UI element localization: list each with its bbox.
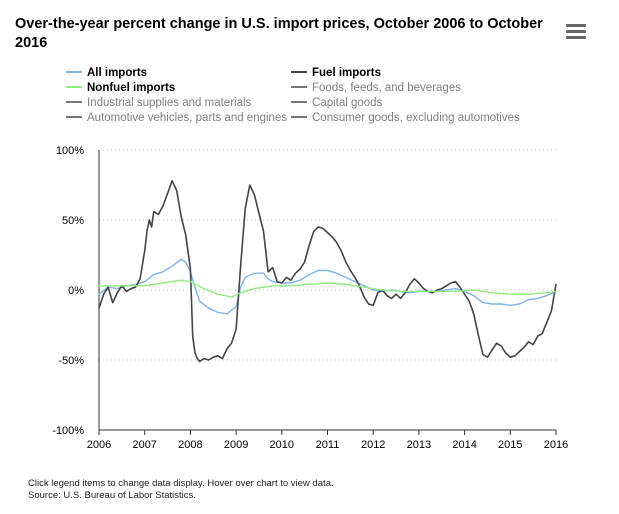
legend-label: Foods, feeds, and beverages bbox=[312, 82, 461, 94]
legend-label: Industrial supplies and materials bbox=[87, 97, 252, 109]
x-tick-label: 2009 bbox=[224, 439, 248, 451]
legend-swatch bbox=[291, 85, 307, 88]
x-tick-label: 2008 bbox=[178, 439, 202, 451]
chart-title: Over-the-year percent change in U.S. imp… bbox=[15, 16, 543, 51]
legend-swatch bbox=[66, 100, 82, 103]
legend-swatch bbox=[291, 115, 307, 118]
legend-swatch bbox=[66, 85, 82, 88]
legend-swatch bbox=[291, 70, 307, 73]
x-tick-label: 2012 bbox=[361, 439, 385, 451]
legend-item-4[interactable]: Industrial supplies and materials bbox=[66, 96, 251, 111]
legend-item-5[interactable]: Capital goods bbox=[291, 96, 382, 111]
x-tick-label: 2014 bbox=[452, 439, 476, 451]
y-tick-label: -50% bbox=[58, 355, 84, 367]
y-tick-label: 0% bbox=[68, 285, 84, 297]
legend-label: Nonfuel imports bbox=[87, 82, 176, 94]
legend-label: Consumer goods, excluding automotives bbox=[312, 112, 520, 124]
legend-item-6[interactable]: Automotive vehicles, parts and engines bbox=[66, 111, 287, 126]
series-line-fuel-imports[interactable] bbox=[98, 180, 557, 363]
x-tick-label: 2011 bbox=[316, 439, 340, 451]
legend-item-3[interactable]: Foods, feeds, and beverages bbox=[291, 81, 461, 96]
hamburger-menu-icon[interactable] bbox=[566, 24, 586, 40]
y-tick-label: 100% bbox=[56, 145, 84, 157]
legend-swatch bbox=[291, 100, 307, 103]
series-line-all-imports[interactable] bbox=[98, 258, 557, 315]
legend-item-2[interactable]: Nonfuel imports bbox=[66, 81, 175, 96]
y-tick-label: 50% bbox=[62, 215, 84, 227]
footer-note: Click legend items to change data displa… bbox=[28, 478, 334, 489]
x-tick-label: 2010 bbox=[270, 439, 294, 451]
legend-item-7[interactable]: Consumer goods, excluding automotives bbox=[291, 111, 520, 126]
series-line-nonfuel-imports[interactable] bbox=[98, 279, 557, 298]
legend-swatch bbox=[66, 70, 82, 73]
x-tick-label: 2006 bbox=[87, 439, 111, 451]
x-tick-label: 2015 bbox=[498, 439, 522, 451]
legend-item-0[interactable]: All imports bbox=[66, 66, 147, 81]
legend-label: Fuel imports bbox=[312, 67, 382, 79]
y-tick-label: -100% bbox=[52, 425, 84, 437]
legend-label: Automotive vehicles, parts and engines bbox=[87, 112, 288, 124]
x-tick-label: 2016 bbox=[544, 439, 568, 451]
footer-source: Source: U.S. Bureau of Labor Statistics. bbox=[28, 490, 196, 501]
legend-label: Capital goods bbox=[312, 97, 383, 109]
legend-swatch bbox=[66, 115, 82, 118]
x-tick-label: 2007 bbox=[132, 439, 156, 451]
legend-item-1[interactable]: Fuel imports bbox=[291, 66, 381, 81]
footer-notes: Click legend items to change data displa… bbox=[28, 478, 334, 502]
x-tick-label: 2013 bbox=[407, 439, 431, 451]
legend-label: All imports bbox=[87, 67, 148, 79]
